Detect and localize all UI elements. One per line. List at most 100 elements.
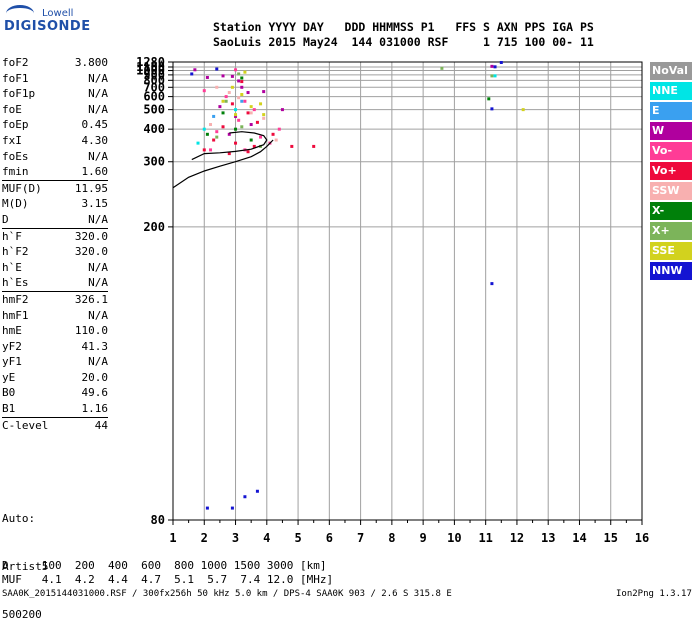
autoscale-line-3: 500200 <box>2 608 42 621</box>
data-point-vo+ <box>212 138 216 142</box>
data-point-w <box>230 74 234 78</box>
data-point-w <box>280 108 284 112</box>
x-tick-label: 7 <box>357 531 364 545</box>
parameter-value: N/A <box>88 71 108 85</box>
data-point-nnw <box>490 282 494 286</box>
parameter-row: fmin 1.60 <box>2 164 108 180</box>
data-point-ssw <box>215 85 219 89</box>
parameter-name: yF1 <box>2 355 22 369</box>
data-point-w <box>237 79 241 83</box>
parameter-row: h`Es N/A <box>2 275 108 291</box>
x-tick-label: 10 <box>447 531 461 545</box>
parameter-value: 320.0 <box>74 245 108 259</box>
parameter-name: hmE <box>2 324 22 338</box>
data-point-x- <box>205 132 209 136</box>
d-distance-row: D 100 200 400 600 800 1000 1500 3000 [km… <box>2 559 327 572</box>
parameter-name: foE <box>2 102 22 116</box>
data-point-x+ <box>490 74 494 78</box>
data-point-nne <box>196 141 200 145</box>
parameter-row: foF2 3.800 <box>2 55 108 71</box>
data-point-sse <box>240 93 244 97</box>
parameter-row: h`F 320.0 <box>2 227 108 245</box>
data-point-e <box>240 99 244 103</box>
parameter-name: foEp <box>2 118 29 132</box>
logo-arc-icon <box>6 5 34 22</box>
data-point-sse <box>234 113 238 117</box>
parameter-name: foF2 <box>2 56 29 69</box>
parameter-name: fxI <box>2 133 22 147</box>
parameter-value: 0.45 <box>81 118 109 132</box>
parameter-value: N/A <box>88 87 108 101</box>
data-point-vo+ <box>271 132 275 136</box>
data-point-vo+ <box>202 148 206 152</box>
x-tick-label: 1 <box>169 531 176 545</box>
data-point-sse <box>259 102 263 106</box>
parameter-row: hmF2 326.1 <box>2 290 108 308</box>
parameter-value: 1.16 <box>81 402 109 416</box>
x-tick-label: 15 <box>604 531 618 545</box>
data-point-vo+ <box>221 125 225 129</box>
data-point-w <box>249 123 253 127</box>
data-point-w <box>193 68 197 72</box>
axes: 1 2 3 4 5 6 7 8 9 10 11 12 13 14 15 1680200300400500600… <box>136 55 649 545</box>
data-points <box>190 60 525 510</box>
parameter-list: foF2 3.800 foF1 N/A foF1p N/A foE N/A foEp 0.45 fx… <box>2 55 108 433</box>
parameter-name: B0 <box>2 386 16 400</box>
data-point-x+ <box>440 66 444 70</box>
x-tick-label: 4 <box>263 531 270 545</box>
header-line-1: Station YYYY DAY DDD HHMMSS P1 FFS S AXN… <box>213 20 594 34</box>
legend-item-xplus: X+ <box>650 222 692 240</box>
data-point-vo+ <box>234 141 238 145</box>
parameter-name: foF1 <box>2 71 29 85</box>
parameter-name: h`E <box>2 260 22 274</box>
version-label: Ion2Png 1.3.17 <box>616 589 692 599</box>
logo-main-text: DIGISONDE <box>4 19 91 34</box>
parameter-row: yE 20.0 <box>2 370 108 386</box>
parameter-name: fmin <box>2 165 29 179</box>
y-tick-label: 200 <box>143 220 165 234</box>
data-point-sse <box>243 70 247 74</box>
data-point-vo+ <box>227 152 231 156</box>
parameter-value: N/A <box>88 212 108 226</box>
data-point-nne <box>234 108 238 112</box>
legend-item-nne: NNE <box>650 82 692 100</box>
data-point-vo- <box>215 130 219 134</box>
x-tick-label: 6 <box>326 531 333 545</box>
data-point-sse <box>521 108 525 112</box>
data-point-x- <box>221 111 225 115</box>
y-tick-label: 300 <box>143 155 165 169</box>
y-tick-label: 1000 <box>136 64 165 78</box>
parameter-name: B1 <box>2 402 16 416</box>
parameter-value: 41.3 <box>81 339 109 353</box>
data-point-sse <box>221 99 225 103</box>
data-point-w <box>246 91 250 95</box>
x-tick-label: 11 <box>478 531 492 545</box>
data-point-vo+ <box>255 120 259 124</box>
data-point-vo- <box>224 95 228 99</box>
x-tick-label: 5 <box>294 531 301 545</box>
data-point-x+ <box>224 99 228 103</box>
data-point-vo- <box>252 108 256 112</box>
data-point-w <box>218 105 222 109</box>
x-tick-label: 8 <box>388 531 395 545</box>
x-tick-label: 14 <box>572 531 586 545</box>
y-tick-label: 1280 <box>136 55 165 69</box>
data-point-ssw <box>262 116 266 120</box>
data-point-nnw <box>205 506 209 510</box>
legend-item-sse: SSE <box>650 242 692 260</box>
data-point-vo+ <box>240 80 244 84</box>
parameter-value: 11.95 <box>74 181 108 195</box>
parameter-value: 3.800 <box>74 56 108 69</box>
parameter-value: 320.0 <box>74 229 108 243</box>
parameter-row: h`E N/A <box>2 260 108 276</box>
data-point-vo- <box>209 148 213 152</box>
legend-item-ssw: SSW <box>650 182 692 200</box>
data-point-x+ <box>240 125 244 129</box>
y-tick-label: 800 <box>143 73 165 87</box>
parameter-name: foEs <box>2 149 29 163</box>
x-tick-label: 16 <box>635 531 649 545</box>
y-tick-label: 1100 <box>136 60 165 74</box>
parameter-value: 1.60 <box>81 165 109 179</box>
data-point-vo- <box>234 68 238 72</box>
autoscale-line-1: Auto: <box>2 512 36 525</box>
